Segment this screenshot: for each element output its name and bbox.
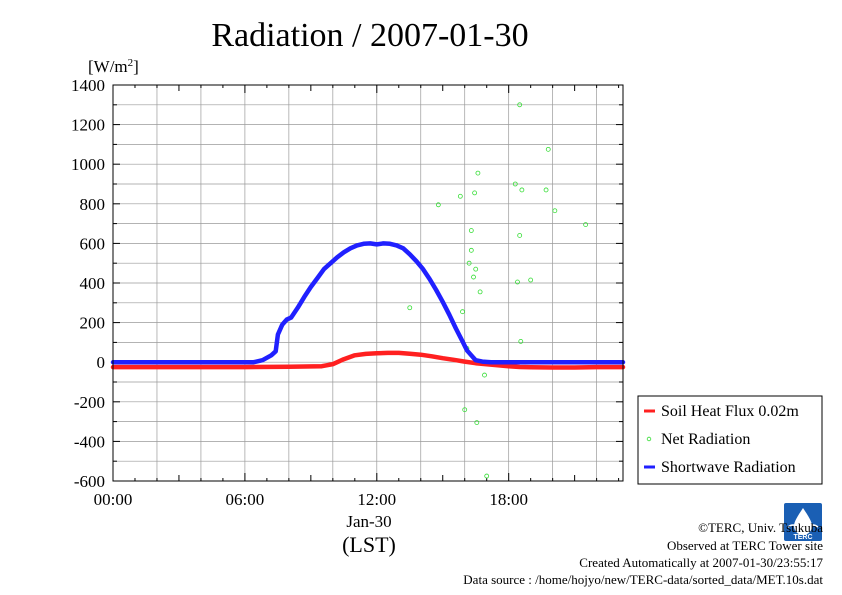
net-radiation-point — [435, 202, 441, 208]
x-tick-label: 18:00 — [489, 490, 528, 509]
y-tick-label: 800 — [80, 195, 106, 214]
net-radiation-point — [528, 277, 534, 283]
y-tick-label: -200 — [74, 393, 105, 412]
net-radiation-point — [473, 266, 479, 272]
net-radiation-point — [482, 372, 487, 378]
plot-series — [110, 102, 626, 479]
legend-swatch — [646, 436, 652, 442]
plot-frame — [112, 84, 624, 482]
net-radiation-point — [517, 102, 523, 108]
net-radiation-point — [545, 146, 551, 152]
chart-title: Radiation / 2007-01-30 — [211, 17, 528, 54]
x-tick-label: 06:00 — [226, 490, 265, 509]
net-radiation-point — [515, 279, 520, 285]
x-tick-label: 12:00 — [357, 490, 396, 509]
y-tick-label: 1400 — [71, 76, 105, 95]
footer-source: Data source : /home/hojyo/new/TERC-data/… — [463, 572, 823, 587]
y-tick-label: 0 — [97, 353, 106, 372]
net-radiation-point — [474, 420, 480, 425]
wave-icon — [787, 524, 819, 530]
footer-observed: Observed at TERC Tower site — [667, 538, 823, 553]
net-radiation-point — [519, 187, 525, 193]
legend: Soil Heat Flux 0.02m Net Radiation Shortwa… — [637, 395, 823, 485]
net-radiation-point — [512, 181, 518, 187]
net-radiation-point — [543, 187, 549, 193]
y-axis: -600 -400 -200 0 200 400 600 800 1000 1200 1400 — [71, 76, 623, 491]
legend-box — [637, 395, 823, 485]
x-tick-label: 00:00 — [94, 490, 133, 509]
y-axis-label: [W/m2] — [88, 57, 139, 76]
net-radiation-point — [477, 289, 483, 295]
net-radiation-point — [457, 193, 463, 199]
terc-logo: TERC — [784, 503, 822, 541]
y-tick-label: 1000 — [71, 155, 105, 174]
grid-lines — [113, 84, 623, 482]
legend-label: Net Radiation — [661, 431, 750, 448]
net-radiation-point — [518, 339, 524, 344]
y-tick-label: -600 — [74, 472, 105, 491]
y-tick-label: 200 — [80, 314, 106, 333]
net-radiation-point — [475, 170, 481, 176]
x-axis: 00:00 06:00 12:00 18:00 — [94, 85, 620, 509]
x-date-label: Jan-30 — [346, 512, 391, 531]
net-radiation-point — [552, 208, 558, 214]
legend-label: Soil Heat Flux 0.02m — [661, 403, 799, 420]
net-radiation-point — [472, 190, 478, 196]
net-radiation-point — [517, 233, 523, 238]
net-radiation-point — [462, 407, 468, 413]
y-tick-label: -400 — [74, 432, 105, 451]
y-tick-label: 400 — [80, 274, 106, 293]
x-axis-label: (LST) — [342, 532, 396, 557]
legend-label: Shortwave Radiation — [661, 459, 796, 476]
net-radiation-point — [407, 305, 413, 311]
net-radiation-point — [468, 228, 474, 233]
net-radiation-point — [484, 473, 490, 479]
net-radiation-point — [468, 247, 474, 253]
net-radiation-point — [460, 309, 465, 315]
y-tick-label: 1200 — [71, 116, 105, 135]
footer-created: Created Automatically at 2007-01-30/23:5… — [579, 555, 823, 570]
net-radiation-point — [583, 222, 589, 227]
footer-copyright: ©TERC, Univ. Tsukuba — [698, 520, 823, 535]
net-radiation-point — [471, 274, 476, 280]
logo-text: TERC — [793, 534, 812, 541]
shortwave-radiation-line — [110, 241, 626, 365]
soil-heat-flux-0-02m-line — [110, 350, 626, 370]
net-radiation-point — [466, 260, 472, 266]
y-tick-label: 600 — [80, 234, 106, 253]
